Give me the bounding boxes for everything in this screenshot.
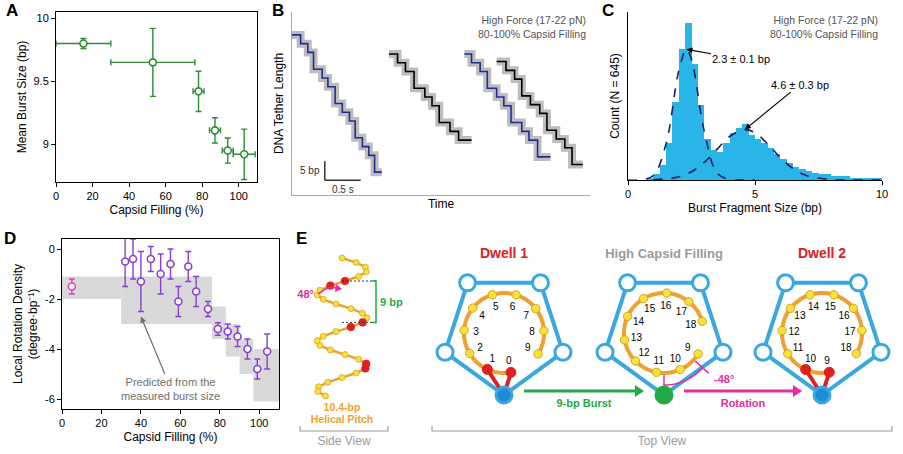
svg-text:14: 14 — [808, 301, 820, 312]
svg-text:Side View: Side View — [317, 434, 370, 448]
svg-text:13: 13 — [631, 332, 643, 343]
svg-text:16: 16 — [660, 300, 672, 311]
svg-text:Local Rotation Density(degree·: Local Rotation Density(degree·bp⁻¹) — [11, 264, 41, 384]
svg-text:4.6 ± 0.3 bp: 4.6 ± 0.3 bp — [771, 79, 829, 91]
html-text:D: D — [4, 229, 17, 248]
svg-text:-4: -4 — [45, 343, 55, 355]
svg-text:High Force (17-22 pN)80-100% C: High Force (17-22 pN)80-100% Capsid Fill… — [478, 14, 586, 40]
svg-text:80: 80 — [196, 190, 208, 202]
svg-text:5: 5 — [493, 301, 499, 312]
svg-text:10: 10 — [876, 188, 888, 200]
svg-text:0: 0 — [59, 417, 65, 429]
svg-text:High Capsid Filling: High Capsid Filling — [605, 246, 723, 261]
svg-text:0: 0 — [49, 243, 55, 255]
svg-text:5 bp: 5 bp — [300, 165, 320, 176]
svg-text:-48°: -48° — [714, 373, 734, 385]
svg-text:100: 100 — [250, 417, 268, 429]
svg-text:Dwell 1: Dwell 1 — [480, 245, 528, 261]
svg-text:-6: -6 — [45, 393, 55, 405]
svg-text:Mean Burst Size (bp): Mean Burst Size (bp) — [15, 41, 29, 154]
svg-text:13: 13 — [794, 310, 806, 321]
svg-text:12: 12 — [639, 347, 651, 358]
svg-text:11: 11 — [654, 355, 665, 366]
svg-text:11: 11 — [793, 342, 804, 353]
svg-text:2.3 ± 0.1 bp: 2.3 ± 0.1 bp — [712, 53, 770, 65]
svg-text:0: 0 — [625, 188, 631, 200]
svg-text:Helical Pitch: Helical Pitch — [311, 413, 373, 425]
svg-text:9-bp Burst: 9-bp Burst — [557, 397, 612, 409]
svg-text:100: 100 — [230, 190, 248, 202]
svg-text:15: 15 — [644, 303, 656, 314]
svg-text:Predicted from themeasured bur: Predicted from themeasured burst size — [121, 376, 220, 402]
svg-text:Burst Fragment Size (bp): Burst Fragment Size (bp) — [688, 201, 822, 215]
svg-text:12: 12 — [788, 326, 800, 337]
svg-text:15: 15 — [825, 301, 837, 312]
svg-text:Time: Time — [428, 197, 455, 211]
svg-text:60: 60 — [160, 190, 172, 202]
svg-text:6: 6 — [510, 301, 516, 312]
svg-text:60: 60 — [174, 417, 186, 429]
svg-text:10.4-bp: 10.4-bp — [324, 401, 361, 413]
svg-text:20: 20 — [86, 190, 98, 202]
svg-text:16: 16 — [838, 310, 850, 321]
svg-text:10: 10 — [37, 12, 49, 24]
svg-text:10: 10 — [670, 353, 682, 364]
svg-text:High Force (17-22 pN)80-100% C: High Force (17-22 pN)80-100% Capsid Fill… — [770, 14, 878, 40]
svg-text:40: 40 — [135, 417, 147, 429]
svg-text:0: 0 — [53, 190, 59, 202]
svg-text:17: 17 — [676, 306, 688, 317]
html-text:C: C — [602, 1, 615, 20]
svg-text:0.5 s: 0.5 s — [332, 184, 354, 195]
svg-text:9: 9 — [525, 342, 531, 353]
svg-text:7: 7 — [523, 310, 529, 321]
svg-text:9.5: 9.5 — [34, 75, 49, 87]
svg-text:20: 20 — [95, 417, 107, 429]
svg-text:9: 9 — [824, 355, 830, 366]
svg-text:4: 4 — [479, 310, 485, 321]
svg-text:80: 80 — [214, 417, 226, 429]
svg-text:Rotation: Rotation — [721, 397, 766, 409]
svg-text:Top View: Top View — [638, 434, 687, 448]
svg-text:5: 5 — [752, 188, 758, 200]
svg-text:48°: 48° — [297, 288, 314, 300]
svg-text:-2: -2 — [45, 293, 55, 305]
svg-text:17: 17 — [844, 326, 856, 337]
svg-text:1: 1 — [490, 353, 496, 364]
svg-text:3: 3 — [473, 326, 479, 337]
svg-text:Capsid Filling (%): Capsid Filling (%) — [109, 203, 203, 217]
svg-text:2: 2 — [477, 342, 483, 353]
svg-text:0: 0 — [506, 355, 512, 366]
html-text:A: A — [6, 1, 19, 20]
svg-text:18: 18 — [685, 319, 697, 330]
svg-text:Dwell 2: Dwell 2 — [798, 245, 846, 261]
svg-text:9: 9 — [685, 342, 691, 353]
svg-text:9: 9 — [43, 138, 49, 150]
svg-text:40: 40 — [123, 190, 135, 202]
html-text:E: E — [296, 229, 308, 248]
svg-text:9 bp: 9 bp — [380, 296, 403, 308]
svg-text:Capsid Filling (%): Capsid Filling (%) — [123, 430, 217, 444]
svg-text:18: 18 — [840, 342, 852, 353]
html-text:B: B — [272, 1, 285, 20]
svg-text:DNA Tether Length: DNA Tether Length — [272, 53, 286, 154]
svg-text:Count (N = 645): Count (N = 645) — [608, 53, 622, 139]
svg-text:14: 14 — [633, 316, 645, 327]
svg-text:8: 8 — [529, 326, 535, 337]
svg-text:10: 10 — [805, 353, 817, 364]
